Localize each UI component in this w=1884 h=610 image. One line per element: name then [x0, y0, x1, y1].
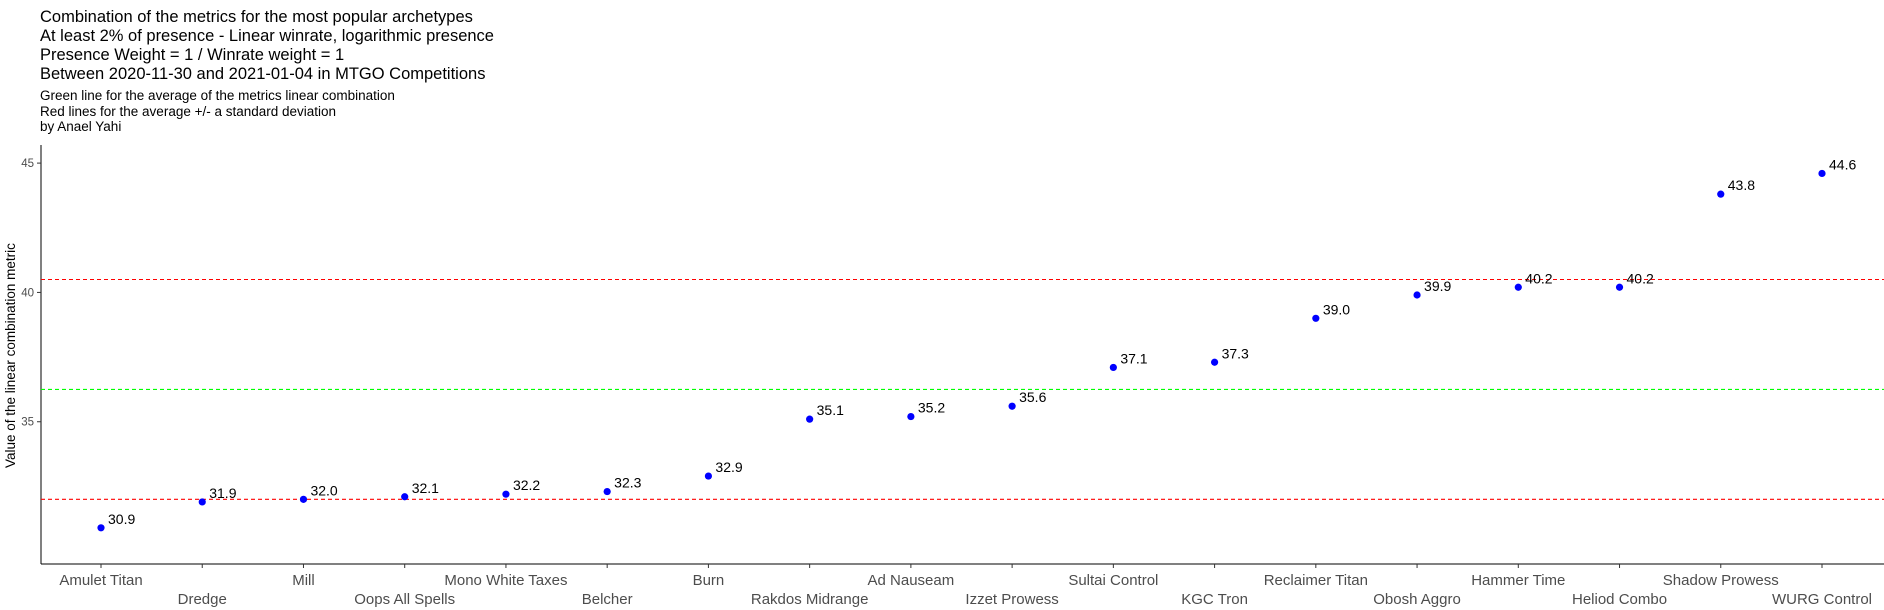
x-tick-label: KGC Tron [1181, 591, 1248, 608]
x-tick-label: Reclaimer Titan [1264, 572, 1368, 589]
x-tick-label: Ad Nauseam [868, 572, 955, 589]
data-point [299, 495, 308, 503]
x-tick-label: Rakdos Midrange [751, 591, 869, 608]
data-point [1818, 169, 1826, 178]
data-point [1717, 190, 1725, 198]
data-label: 35.6 [1019, 389, 1046, 405]
x-tick-label: Belcher [582, 591, 633, 608]
data-point [907, 412, 915, 421]
chart-subtitle-line-2: Red lines for the average +/- a standard… [40, 103, 337, 119]
data-point [502, 490, 510, 498]
chart-title-line-4: Between 2020-11-30 and 2021-01-04 in MTG… [40, 65, 486, 83]
x-tick-label: Mono White Taxes [444, 572, 567, 589]
data-point [1514, 283, 1522, 291]
data-label: 43.8 [1728, 177, 1755, 193]
x-tick-label: Hammer Time [1471, 572, 1565, 589]
data-label: 39.9 [1424, 278, 1451, 294]
x-tick-label: Heliod Combo [1572, 591, 1667, 608]
x-tick-label: Dredge [178, 591, 227, 608]
data-point [1008, 402, 1016, 410]
x-tick-label: Shadow Prowess [1663, 572, 1779, 589]
data-label: 30.9 [108, 511, 135, 527]
x-tick-label: Obosh Aggro [1373, 591, 1461, 608]
chart-subtitle-line-3: by Anael Yahi [40, 119, 122, 134]
data-label: 32.2 [513, 477, 540, 493]
x-tick-label: Sultai Control [1068, 572, 1158, 589]
data-label: 39.0 [1323, 301, 1350, 317]
data-point [1109, 363, 1117, 372]
chart-subtitle-line-1: Green line for the average of the metric… [40, 88, 395, 103]
data-label: 40.2 [1627, 270, 1654, 286]
x-tick-label: WURG Control [1772, 591, 1872, 608]
data-label: 32.1 [412, 480, 439, 496]
data-point [1210, 358, 1219, 366]
x-tick-label: Oops All Spells [354, 591, 455, 608]
chart-title-line-2: At least 2% of presence - Linear winrate… [40, 27, 494, 45]
data-point [603, 487, 611, 496]
data-point [1312, 314, 1320, 322]
data-label: 32.3 [614, 475, 641, 491]
data-point [1413, 291, 1421, 299]
data-point [1615, 283, 1624, 291]
data-label: 44.6 [1829, 156, 1856, 172]
y-tick-label: 45 [21, 158, 34, 170]
y-tick-label: 40 [21, 287, 34, 299]
data-point [198, 498, 206, 506]
data-label: 32.0 [310, 482, 337, 498]
x-tick-label: Burn [693, 572, 725, 589]
data-point [806, 415, 814, 423]
x-tick-label: Mill [292, 572, 315, 589]
chart-titles: Combination of the metrics for the most … [40, 8, 494, 135]
data-label: 40.2 [1525, 270, 1552, 286]
data-label: 32.9 [715, 459, 742, 475]
data-label: 37.1 [1120, 350, 1147, 366]
x-tick-label: Amulet Titan [59, 572, 142, 589]
data-point [97, 524, 105, 532]
chart-title-line-1: Combination of the metrics for the most … [40, 8, 473, 26]
x-tick-label: Izzet Prowess [965, 591, 1058, 608]
data-label: 31.9 [209, 485, 236, 501]
data-label: 35.1 [817, 402, 844, 418]
data-point [704, 472, 713, 480]
data-point [401, 493, 409, 501]
data-label: 35.2 [918, 400, 945, 416]
y-tick-label: 35 [21, 417, 34, 429]
chart-title-line-3: Presence Weight = 1 / Winrate weight = 1 [40, 46, 345, 64]
data-label: 37.3 [1222, 345, 1249, 361]
